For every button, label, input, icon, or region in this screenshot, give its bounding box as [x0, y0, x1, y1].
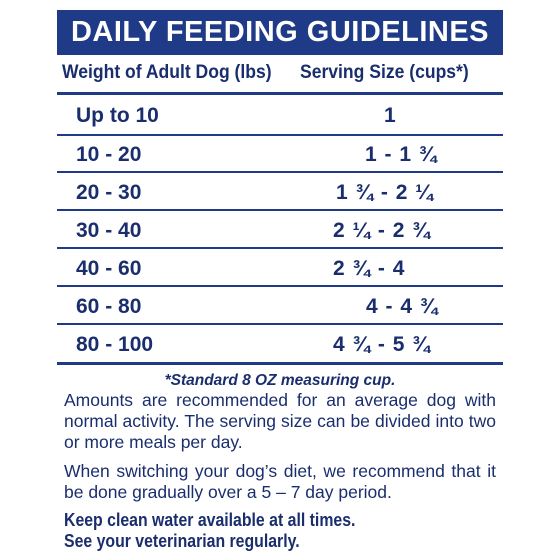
row-divider: [57, 171, 503, 173]
column-header-serving: Serving Size (cups*): [300, 61, 469, 83]
measuring-cup-footnote: *Standard 8 OZ measuring cup.: [164, 372, 396, 389]
table-row-weight: 30 - 40: [76, 219, 142, 242]
page-title: DAILY FEEDING GUIDELINES: [70, 16, 490, 48]
table-row-serving: 4 ¾ - 5 ¾: [333, 333, 431, 356]
row-divider: [57, 247, 503, 249]
table-row-serving: 2 ¾ - 4: [333, 257, 406, 280]
table-row-weight: 10 - 20: [76, 143, 142, 166]
table-row-serving: 1: [384, 104, 397, 127]
table-row-weight: Up to 10: [76, 104, 159, 127]
table-row-serving: 1 ¾ - 2 ¼: [336, 181, 434, 204]
title-banner: DAILY FEEDING GUIDELINES: [57, 10, 503, 55]
table-row-weight: 20 - 30: [76, 181, 142, 204]
table-row-weight: 80 - 100: [76, 333, 154, 356]
table-row-serving: 4 - 4 ¾: [366, 295, 439, 318]
table-row-weight: 60 - 80: [76, 295, 142, 318]
table-row-weight: 40 - 60: [76, 257, 142, 280]
table-row-serving: 2 ¼ - 2 ¾: [333, 219, 431, 242]
row-divider: [57, 134, 503, 136]
row-divider: [57, 209, 503, 211]
vet-note: See your veterinarian regularly.: [64, 531, 300, 551]
header-divider: [57, 92, 503, 95]
row-divider: [57, 285, 503, 287]
column-header-weight: Weight of Adult Dog (lbs): [62, 61, 272, 83]
table-row-serving: 1 - 1 ¾: [365, 143, 438, 166]
row-divider: [57, 323, 503, 325]
water-note: Keep clean water available at all times.: [64, 510, 356, 530]
serving-guidance-paragraph: Amounts are recommended for an average d…: [64, 390, 496, 452]
table-bottom-divider: [57, 362, 503, 365]
diet-switch-paragraph: When switching your dog’s diet, we recom…: [64, 461, 496, 502]
